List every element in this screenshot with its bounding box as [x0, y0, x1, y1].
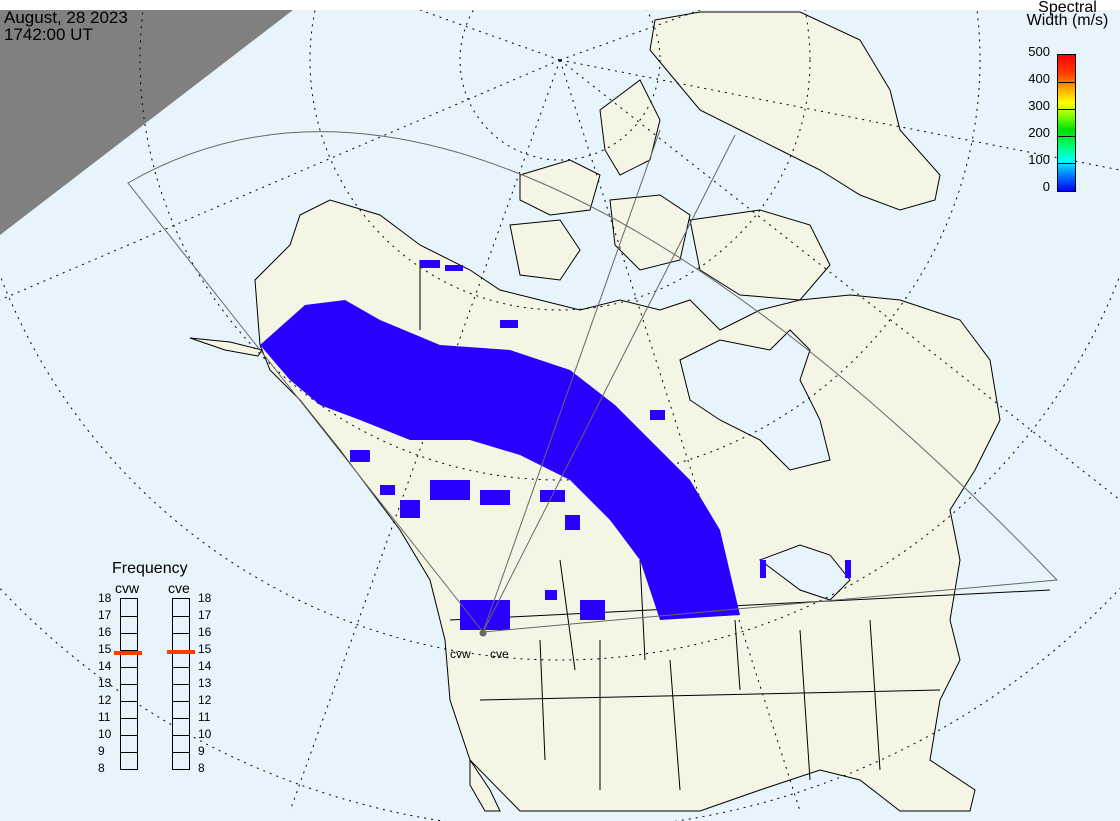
frequency-gridline	[121, 735, 137, 736]
colorbar-title: Spectral	[1038, 0, 1097, 16]
frequency-gridline	[173, 684, 189, 685]
frequency-tick: 10	[98, 727, 112, 741]
borders	[419, 260, 1051, 791]
frequency-gridline	[121, 752, 137, 753]
colorbar-tick: 500	[1028, 44, 1050, 59]
frequency-tick: 8	[198, 761, 205, 775]
baja	[469, 758, 501, 812]
great-lakes	[758, 544, 851, 601]
frequency-tick: 11	[198, 710, 211, 724]
greenland	[649, 11, 941, 211]
frequency-gridline	[121, 667, 137, 668]
colorbar-tick: 0	[1042, 179, 1050, 194]
arctic-islands	[509, 79, 831, 301]
frequency-tick: 11	[98, 710, 111, 724]
radar-fov	[127, 129, 1059, 633]
frequency-bar-cve	[172, 598, 190, 770]
date-label: August, 28 2023	[4, 8, 128, 27]
frequency-gridline	[121, 650, 137, 651]
radar-site-marker	[479, 629, 487, 637]
frequency-tick: 15	[198, 642, 212, 656]
frequency-gridline	[173, 667, 189, 668]
frequency-gridline	[121, 633, 137, 634]
frequency-tick: 16	[98, 625, 112, 639]
frequency-radar-cvw: cvw	[115, 580, 140, 596]
frequency-tick: 8	[98, 761, 105, 775]
frequency-tick: 17	[198, 608, 212, 622]
colorbar-tick: 300	[1028, 98, 1050, 113]
frequency-gridline	[121, 684, 137, 685]
frequency-tick: 15	[98, 642, 112, 656]
frequency-radar-cve: cve	[168, 580, 190, 596]
colorbar-tick: 200	[1028, 125, 1050, 140]
frequency-tick: 10	[198, 727, 212, 741]
colorbar	[1057, 54, 1076, 192]
frequency-tick: 13	[198, 676, 212, 690]
frequency-tick: 12	[198, 693, 212, 707]
frequency-gridline	[121, 701, 137, 702]
frequency-tick: 18	[198, 591, 212, 605]
map-canvas	[0, 10, 1120, 821]
frequency-tick: 14	[198, 659, 212, 673]
site-label-cve: cve	[490, 647, 509, 661]
alaska-peninsula	[189, 337, 263, 357]
frequency-tick: 13	[98, 676, 112, 690]
frequency-gridline	[121, 616, 137, 617]
frequency-tick: 18	[98, 591, 112, 605]
frequency-gridline	[173, 701, 189, 702]
frequency-tick: 17	[98, 608, 112, 622]
frequency-gridline	[121, 718, 137, 719]
frequency-marker-cve	[167, 649, 195, 654]
frequency-marker-cvw	[114, 651, 142, 656]
colorbar-tick: 100	[1028, 152, 1050, 167]
frequency-gridline	[173, 735, 189, 736]
colorbar-title-units: Width (m/s)	[1026, 12, 1109, 29]
hudson-bay	[679, 329, 831, 471]
frequency-gridline	[173, 633, 189, 634]
site-label-cvw: cvw	[450, 647, 471, 661]
colorbar-tick: 400	[1028, 71, 1050, 86]
frequency-title: Frequency	[112, 560, 188, 577]
frequency-tick: 14	[98, 659, 112, 673]
frequency-gridline	[173, 616, 189, 617]
frequency-tick: 12	[98, 693, 112, 707]
frequency-tick: 9	[98, 744, 105, 758]
frequency-tick: 9	[198, 744, 205, 758]
night-region	[0, 10, 293, 235]
time-label: 1742:00 UT	[4, 25, 93, 44]
frequency-tick: 16	[198, 625, 212, 639]
frequency-gridline	[173, 752, 189, 753]
frequency-gridline	[173, 718, 189, 719]
frequency-bar-cvw	[120, 598, 138, 770]
